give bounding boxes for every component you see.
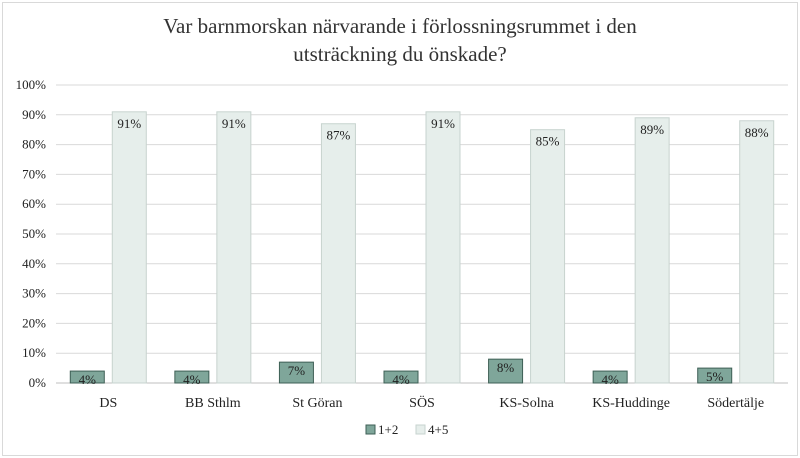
y-tick-label: 20% bbox=[22, 315, 46, 330]
y-tick-label: 80% bbox=[22, 137, 46, 152]
data-label: 89% bbox=[640, 122, 664, 137]
legend-label-1+2: 1+2 bbox=[378, 422, 398, 437]
legend-swatch-4+5 bbox=[415, 424, 426, 435]
data-label: 4% bbox=[183, 372, 201, 387]
chart-title: Var barnmorskan närvarande i förlossning… bbox=[0, 12, 800, 68]
y-axis: 0% 10% 20% 30% 40% 50% 60% 70% 80% 90% 100% bbox=[16, 77, 47, 390]
chart-title-line-2: utsträckning du önskade? bbox=[293, 42, 507, 66]
data-label: 7% bbox=[288, 363, 306, 378]
data-label: 8% bbox=[497, 360, 515, 375]
y-tick-label: 90% bbox=[22, 107, 46, 122]
y-tick-label: 10% bbox=[22, 345, 46, 360]
legend-label-4+5: 4+5 bbox=[428, 422, 448, 437]
data-label: 85% bbox=[536, 134, 560, 149]
legend-swatch-1+2 bbox=[365, 424, 376, 435]
data-label: 4% bbox=[392, 372, 410, 387]
data-label: 4% bbox=[601, 372, 619, 387]
y-tick-label: 30% bbox=[22, 286, 46, 301]
data-label: 4% bbox=[79, 372, 97, 387]
data-label: 91% bbox=[222, 116, 246, 131]
data-label: 91% bbox=[117, 116, 141, 131]
data-label: 91% bbox=[431, 116, 455, 131]
x-category-label: BB Sthlm bbox=[185, 396, 241, 411]
y-tick-label: 100% bbox=[16, 77, 47, 92]
y-tick-label: 70% bbox=[22, 166, 46, 181]
bar-1+2-SÖS bbox=[383, 370, 419, 384]
chart-title-line-1: Var barnmorskan närvarande i förlossning… bbox=[163, 14, 637, 38]
bar-1+2-DS bbox=[69, 370, 105, 384]
x-category-label: KS-Huddinge bbox=[592, 396, 670, 411]
bar-1+2-BB Sthlm bbox=[174, 370, 210, 384]
bars bbox=[69, 111, 775, 384]
bar-4+5-St Göran bbox=[320, 123, 356, 384]
data-label: 5% bbox=[706, 369, 724, 384]
bar-4+5-SÖS bbox=[425, 111, 461, 384]
data-label: 88% bbox=[745, 125, 769, 140]
x-category-label: KS-Solna bbox=[499, 396, 554, 411]
bar-4+5-KS-Huddinge bbox=[634, 117, 670, 384]
data-label: 87% bbox=[327, 128, 351, 143]
x-category-label: SÖS bbox=[409, 394, 435, 411]
y-tick-label: 0% bbox=[29, 375, 47, 390]
x-category-label: DS bbox=[99, 396, 117, 411]
bar-4+5-DS bbox=[111, 111, 147, 384]
bar-4+5-Södertälje bbox=[739, 120, 775, 384]
legend: 1+2 4+5 bbox=[365, 422, 448, 437]
gridlines bbox=[56, 84, 788, 384]
y-tick-label: 40% bbox=[22, 256, 46, 271]
x-category-label: St Göran bbox=[292, 396, 342, 411]
bar-1+2-Södertälje bbox=[697, 367, 733, 384]
bar-4+5-BB Sthlm bbox=[216, 111, 252, 384]
bar-1+2-KS-Solna bbox=[488, 358, 524, 384]
data-labels: 4% 91% 4% 91% 7% 87% 4% 91% 8% 85% 4% 89% 5% 88% bbox=[79, 116, 769, 387]
bar-1+2-KS-Huddinge bbox=[592, 370, 628, 384]
y-tick-label: 50% bbox=[22, 226, 46, 241]
x-category-label: Södertälje bbox=[707, 396, 764, 411]
bar-1+2-St Göran bbox=[278, 361, 314, 384]
x-axis: DS BB Sthlm St Göran SÖS KS-Solna KS-Huddinge… bbox=[99, 394, 764, 411]
bar-4+5-KS-Solna bbox=[530, 129, 566, 384]
y-tick-label: 60% bbox=[22, 196, 46, 211]
